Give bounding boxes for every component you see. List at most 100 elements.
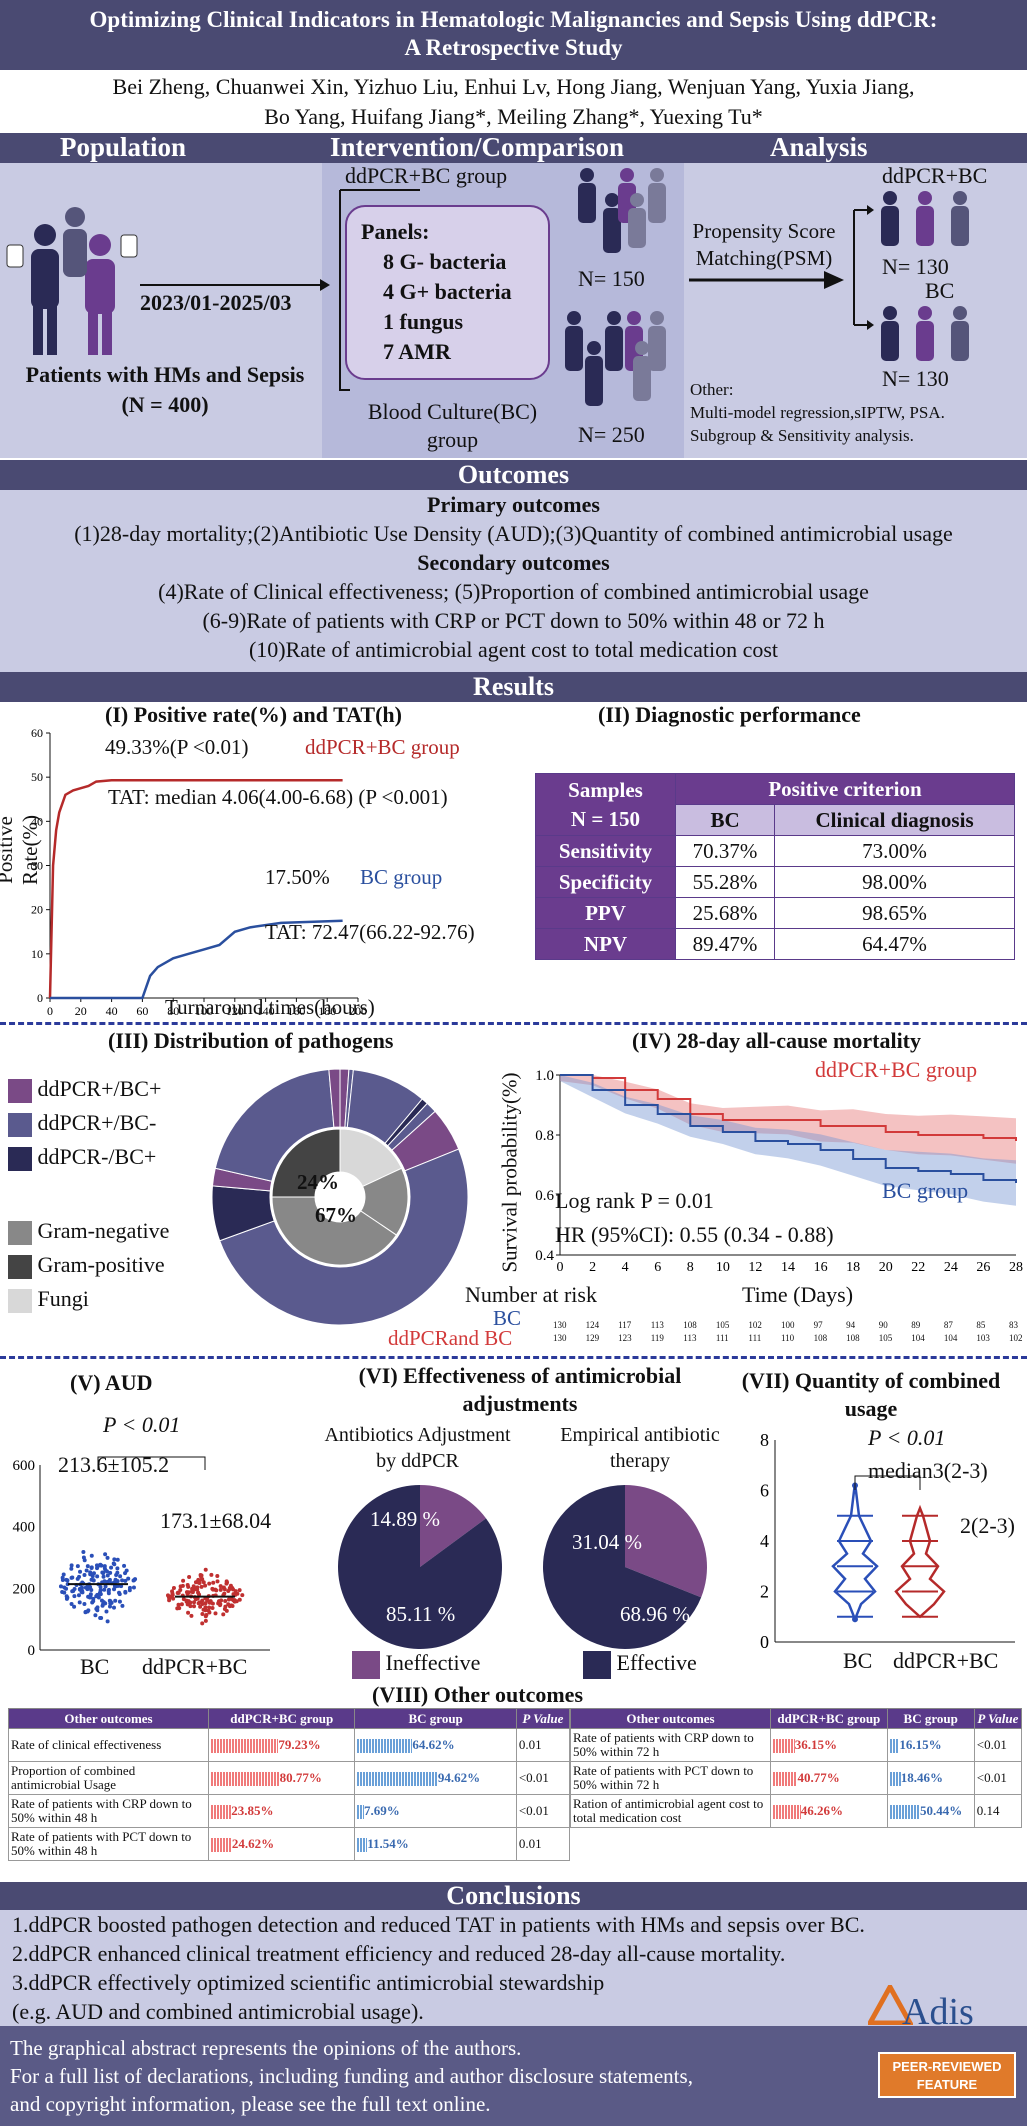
significance-bracket [854, 1475, 921, 1490]
data-point [192, 1600, 197, 1605]
intervention-heading: Intervention/Comparison [330, 132, 625, 162]
x-tick-label: 4 [622, 1260, 629, 1275]
p7-title-l2: usage [844, 1396, 898, 1421]
outcomes-section: Primary outcomes (1)28-day mortality;(2)… [0, 490, 1027, 672]
pie1-l1: Antibiotics Adjustment [324, 1424, 511, 1446]
y-tick-label: 60 [31, 726, 43, 740]
data-point [97, 1563, 102, 1568]
data-point [166, 1594, 171, 1599]
other-outcomes-left: Other outcomes ddPCR+BC group BC group P Va… [8, 1708, 571, 1861]
n130b-label: N= 130 [882, 366, 949, 391]
risk-value: 105 [715, 1320, 730, 1330]
cell: 73.00% [774, 835, 1015, 867]
legend-text: Ineffective [385, 1650, 481, 1675]
risk-value: 108 [683, 1320, 697, 1330]
data-point [184, 1590, 189, 1595]
table-row: PPV 25.68% 98.65% [535, 897, 1015, 929]
table-header: P Value [973, 1708, 1023, 1729]
p7-title-l1: (VII) Quantity of combined [741, 1368, 1001, 1393]
bc-value: 18.46% [900, 1769, 943, 1785]
data-point [112, 1562, 117, 1567]
panel-item: 1 fungus [383, 309, 464, 334]
pie1-label: Antibiotics Adjustment by ddPCR [305, 1422, 530, 1474]
data-point [189, 1589, 194, 1594]
data-point [72, 1604, 77, 1609]
data-point [94, 1606, 99, 1611]
data-point [215, 1579, 220, 1584]
p7-x2: ddPCR+BC [893, 1648, 999, 1673]
y-tick-label: 0.6 [535, 1188, 554, 1204]
data-point [223, 1599, 228, 1604]
outer-slice [214, 1068, 335, 1182]
data-point [76, 1593, 81, 1598]
legend-item: Gram-positive [8, 1248, 169, 1282]
bc-value: 50.44% [919, 1802, 963, 1818]
bc-value: 7.69% [364, 1802, 400, 1818]
series-line-1 [50, 919, 343, 1000]
cell: 98.00% [774, 866, 1015, 898]
bc-cell: 11.54% [354, 1827, 517, 1861]
data-point [233, 1589, 238, 1594]
bc-bar [889, 1772, 901, 1786]
data-point [82, 1573, 87, 1578]
outcome-label: Rate of clinical effectiveness [8, 1728, 209, 1762]
bc-cell: 18.46% [886, 1761, 975, 1795]
p-value: 0.14 [973, 1794, 1023, 1828]
risk-value: 87 [943, 1320, 953, 1330]
outer-slice [328, 1068, 341, 1128]
panel-item: 4 G+ bacteria [383, 279, 512, 304]
risk-value: 124 [585, 1320, 600, 1330]
x-tick-label: 10 [716, 1260, 730, 1275]
other-analysis: Other: Multi-model regression,sIPTW, PSA… [690, 378, 945, 447]
psm-l2: Matching(PSM) [695, 246, 833, 270]
legend-text: Fungi [37, 1286, 89, 1311]
data-point [105, 1573, 110, 1578]
data-point [215, 1574, 220, 1579]
outcome-label: Rate of patients with PCT down to 50% wi… [570, 1761, 771, 1795]
legend-item: ddPCR+/BC- [8, 1106, 169, 1140]
n150-label: N= 150 [578, 266, 645, 291]
data-point [196, 1580, 201, 1585]
bc-bar [889, 1805, 920, 1819]
data-point [171, 1585, 176, 1590]
authors-line2: Bo Yang, Huifang Jiang*, Meiling Zhang*,… [264, 104, 763, 129]
outcome-label: Ration of antimicrobial agent cost to to… [570, 1794, 771, 1828]
series-line-0 [48, 779, 343, 999]
arrow-right-icon [140, 279, 330, 291]
pie2-l1: Empirical antibiotic [560, 1424, 720, 1446]
dd-value: 24.62% [231, 1835, 275, 1851]
x-tick-label: 200 [349, 1004, 367, 1018]
pie2-a: 31.04 % [572, 1530, 642, 1554]
p4-bc: BC group [882, 1178, 969, 1203]
inner-gram-negative [271, 1196, 398, 1266]
risk-value: 113 [683, 1333, 697, 1343]
bc-group-l1: Blood Culture(BC) [367, 399, 538, 424]
y-tick-label: 0.4 [535, 1248, 554, 1264]
secondary-item: (6-9)Rate of patients with CRP or PCT do… [202, 608, 825, 633]
table-row: Specificity 55.28% 98.00% [535, 866, 1015, 898]
bc-group-label: Blood Culture(BC) group [345, 398, 560, 454]
bc-cell: 94.62% [354, 1761, 517, 1795]
data-point [108, 1570, 113, 1575]
bc-bar [357, 1838, 368, 1852]
data-point [82, 1602, 87, 1607]
data-point [103, 1584, 108, 1589]
patients-text: Patients with HMs and Sepsis [25, 362, 305, 387]
data-point [91, 1599, 96, 1604]
row-key: PPV [535, 897, 676, 929]
population-heading: Population [60, 132, 187, 162]
data-point [230, 1604, 235, 1609]
data-point [231, 1592, 236, 1597]
data-point [210, 1605, 215, 1610]
x-tick-label: 2 [589, 1260, 596, 1275]
data-point [107, 1598, 112, 1603]
pie1-a: 14.89 % [370, 1507, 440, 1531]
cell: 98.65% [774, 897, 1015, 929]
dd-value: 79.23% [278, 1736, 321, 1752]
data-point [179, 1602, 184, 1607]
data-point [120, 1578, 125, 1583]
cell: 70.37% [674, 835, 776, 867]
data-point [109, 1565, 114, 1570]
p5-x1: BC [80, 1654, 110, 1679]
p-value: <0.01 [973, 1728, 1023, 1762]
